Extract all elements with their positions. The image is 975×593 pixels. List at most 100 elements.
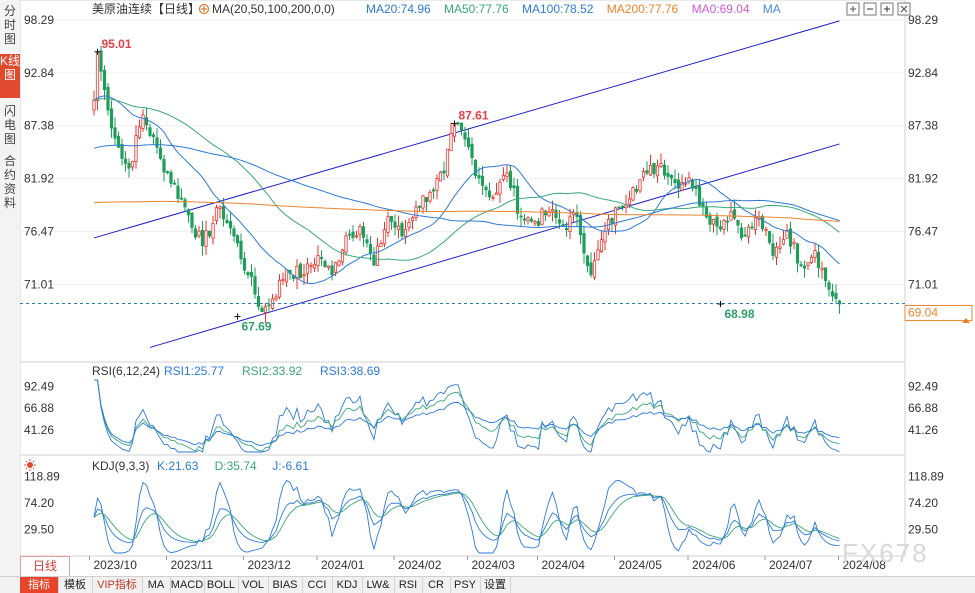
date-label: 2024/03 <box>472 558 516 572</box>
candle-body <box>547 211 551 217</box>
candle-body <box>228 221 233 229</box>
price-marker-label: 68.98 <box>725 307 755 321</box>
rsi-tick-label-right: 92.49 <box>908 379 938 393</box>
price-tick-label-left: 92.84 <box>24 66 54 80</box>
candle-body <box>522 218 527 221</box>
indicator-tab[interactable]: BIAS <box>268 577 303 593</box>
candle-body <box>354 235 359 238</box>
candle-body <box>589 262 593 276</box>
indicator-tab[interactable]: MA <box>142 577 171 593</box>
sidebar: 分时图 K线图 闪电图 合约资料 <box>0 0 21 576</box>
legend-value: MA200:77.76 <box>607 2 679 16</box>
candle-body <box>344 235 348 253</box>
price-tick-label-right: 71.01 <box>908 277 938 291</box>
legend-value: RSI3:38.69 <box>320 364 380 378</box>
kdj-tick-label-right: 74.20 <box>908 496 938 510</box>
candle-body <box>295 265 299 280</box>
candle-body <box>666 172 670 177</box>
candle-body <box>529 218 534 222</box>
candle-body <box>382 229 387 245</box>
candle-body <box>711 219 716 225</box>
sidebar-item-contract-info[interactable]: 合约资料 <box>3 154 16 210</box>
kdj-tick-label-left: 74.20 <box>24 496 54 510</box>
candle-body <box>816 251 821 268</box>
candle-body <box>386 216 390 233</box>
candle-body <box>218 206 222 210</box>
zoom-in-icon[interactable] <box>880 2 894 16</box>
candle-body <box>631 187 635 201</box>
candles <box>92 45 842 323</box>
candle-body <box>582 233 586 254</box>
candle-body <box>134 135 138 162</box>
period-selector[interactable]: 日线 <box>20 556 70 577</box>
sidebar-item-flash[interactable]: 闪电图 <box>3 104 16 146</box>
watermark: FX678 <box>842 538 929 568</box>
indicator-tab[interactable]: 设置 <box>480 577 511 593</box>
kdj-title: KDJ(9,3,3) <box>92 459 149 473</box>
candle-body <box>442 170 446 174</box>
indicator-tab[interactable]: VOL <box>238 577 269 593</box>
price-tick-label-right: 76.47 <box>908 224 938 238</box>
candle-body <box>144 117 149 126</box>
candle-body <box>162 158 166 173</box>
indicator-tab[interactable]: 模板 <box>58 577 93 593</box>
candle-body <box>235 235 240 244</box>
candle-body <box>253 276 257 295</box>
candle-body <box>389 215 394 222</box>
sidebar-item-kline[interactable]: K线图 <box>0 54 20 98</box>
date-label: 2024/06 <box>692 558 736 572</box>
candle-body <box>186 209 191 216</box>
close-icon[interactable] <box>897 2 911 16</box>
candle-body <box>505 172 509 177</box>
indicator-tab[interactable]: KDJ <box>332 577 363 593</box>
sun-icon[interactable] <box>24 459 36 471</box>
candle-body <box>813 250 817 258</box>
kline-chart[interactable]: 98.29 98.29 92.84 92.84 87.38 87.38 81.92 81.92… <box>20 0 975 576</box>
indicator-tab[interactable]: CR <box>422 577 451 593</box>
channel-line <box>93 20 840 239</box>
indicator-tab[interactable]: RSI <box>394 577 423 593</box>
candle-body <box>319 257 324 260</box>
candle-body <box>417 205 422 208</box>
indicator-tab[interactable]: LW& <box>362 577 395 593</box>
candle-body <box>659 162 663 167</box>
candle-body <box>365 239 369 244</box>
price-panel <box>20 0 906 363</box>
settings-icon[interactable] <box>198 3 210 15</box>
indicator-tab[interactable]: CCI <box>302 577 333 593</box>
candle-body <box>337 260 341 266</box>
indicator-tab[interactable]: PSY <box>450 577 481 593</box>
indicator-tab[interactable]: VIP指标 <box>92 577 143 593</box>
candle-body <box>613 207 618 226</box>
candle-body <box>109 108 114 129</box>
candle-body <box>445 148 450 177</box>
legend-value: MA0:69.04 <box>692 2 750 16</box>
candle-body <box>655 165 660 177</box>
sidebar-item-timeshare[interactable]: 分时图 <box>3 4 16 46</box>
candle-body <box>246 272 250 276</box>
candle-body <box>123 158 128 164</box>
date-label: 2023/12 <box>248 558 292 572</box>
indicator-tab[interactable]: 指标 <box>20 577 59 593</box>
annotations: 95.01 87.61 67.69 68.98 <box>94 37 755 334</box>
candle-body <box>158 147 163 159</box>
axes: 98.29 98.29 92.84 92.84 87.38 87.38 81.92 81.92… <box>24 13 944 572</box>
indicator-tab[interactable]: MACD <box>170 577 205 593</box>
candle-body <box>239 240 243 260</box>
moving-averages <box>20 95 905 304</box>
candle-body <box>498 181 502 195</box>
candle-body <box>519 215 523 218</box>
candle-body <box>260 307 264 312</box>
rsi-panel <box>20 361 906 456</box>
candle-body <box>543 210 548 216</box>
expand-icon[interactable] <box>846 2 860 16</box>
ma-line <box>93 200 840 222</box>
candle-body <box>326 265 331 269</box>
candle-body <box>746 226 751 238</box>
indicator-tab[interactable]: BOLL <box>204 577 239 593</box>
candle-body <box>641 171 646 178</box>
candle-body <box>743 234 747 237</box>
legend-value: J:-6.61 <box>272 459 309 473</box>
zoom-out-icon[interactable] <box>863 2 877 16</box>
candle-body <box>676 179 681 189</box>
